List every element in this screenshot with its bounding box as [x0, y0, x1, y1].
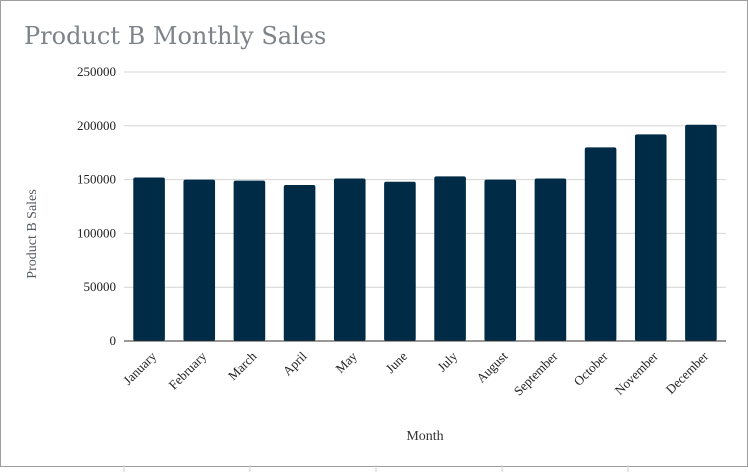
x-tick-label: February	[166, 348, 210, 392]
bar-march	[233, 180, 266, 341]
y-tick-labels: 0 50000 100000 150000 200000 250000	[77, 64, 116, 348]
x-tick-label: August	[473, 348, 510, 385]
bar-september	[534, 178, 567, 341]
bottom-frame-ticks	[123, 465, 629, 472]
x-tick-labels: January February March April May June July Augu…	[120, 348, 711, 398]
bar-may	[333, 178, 366, 341]
bar-april	[283, 184, 316, 341]
bar-july	[434, 176, 466, 341]
y-axis-label: Product B Sales	[25, 189, 40, 278]
x-tick-label: May	[332, 348, 360, 376]
x-tick-label: September	[511, 348, 561, 398]
y-tick-label: 150000	[77, 172, 116, 187]
bar-january	[133, 177, 165, 341]
x-tick-label: March	[225, 348, 260, 383]
x-tick-label: July	[434, 348, 460, 374]
y-tick-label: 200000	[77, 118, 116, 133]
y-tick-label: 0	[110, 333, 117, 348]
x-tick-label: April	[280, 348, 310, 378]
bar-december	[685, 124, 717, 341]
bars-layer	[124, 124, 726, 342]
y-tick-label: 100000	[77, 225, 116, 240]
bar-august	[484, 179, 517, 341]
bar-february	[183, 179, 216, 341]
y-tick-label: 50000	[84, 279, 117, 294]
x-tick-label: December	[663, 348, 712, 397]
grid-layer	[124, 71, 726, 288]
bar-october	[584, 147, 617, 341]
x-tick-label: January	[120, 348, 160, 388]
bar-november	[634, 134, 667, 341]
x-tick-label: October	[570, 348, 611, 389]
bar-june	[384, 181, 416, 341]
x-tick-label: November	[611, 348, 661, 398]
x-axis-label: Month	[406, 429, 443, 444]
chart-title: Product B Monthly Sales	[24, 22, 326, 50]
x-tick-label: June	[383, 348, 411, 376]
y-tick-label: 250000	[77, 64, 116, 79]
